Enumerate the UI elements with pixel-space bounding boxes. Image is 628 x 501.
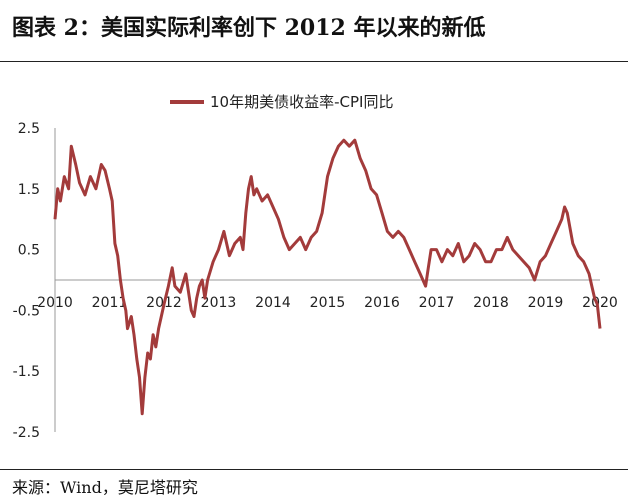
series-line: [53, 138, 602, 416]
source-note: 来源：Wind，莫尼塔研究: [12, 478, 198, 497]
series-group: [53, 138, 602, 416]
x-tick-label: 2010: [37, 295, 73, 311]
y-tick-label: 0.5: [18, 243, 40, 259]
y-tick-label: -1.5: [13, 364, 40, 380]
x-tick-labels: 2010 2011 2012 2013 2014 2015 2016 2017 2018 2019…: [37, 295, 618, 311]
x-tick-label: 2020: [582, 295, 618, 311]
x-tick-label: 2015: [310, 295, 346, 311]
y-tick-label: 2.5: [18, 121, 40, 137]
y-tick-label: -0.5: [13, 303, 40, 319]
source-divider: [0, 469, 628, 470]
y-tick-labels: 2.5 1.5 0.5 -0.5 -1.5 -2.5: [13, 121, 40, 441]
legend: 10年期美债收益率-CPI同比: [170, 93, 393, 111]
title-divider: [0, 61, 628, 62]
x-tick-label: 2011: [92, 295, 128, 311]
x-tick-label: 2013: [201, 295, 237, 311]
y-tick-label: -2.5: [13, 425, 40, 441]
figure-title: 图表 2：美国实际利率创下 2012 年以来的新低: [12, 15, 486, 41]
x-tick-label: 2016: [364, 295, 400, 311]
y-tick-label: 1.5: [18, 182, 40, 198]
x-tick-label: 2014: [255, 295, 291, 311]
x-tick-label: 2018: [473, 295, 509, 311]
legend-label: 10年期美债收益率-CPI同比: [210, 93, 393, 111]
x-tick-label: 2017: [419, 295, 455, 311]
x-tick-label: 2019: [528, 295, 564, 311]
